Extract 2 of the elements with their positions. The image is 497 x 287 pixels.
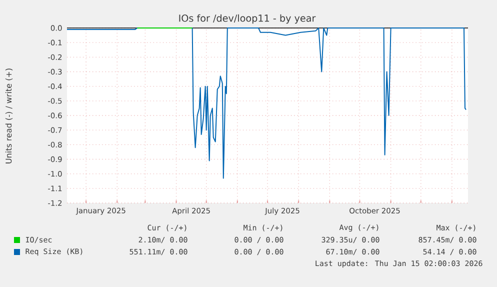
- chart-title: IOs for /dev/loop11 - by year: [179, 14, 316, 24]
- y-axis-title: Units read (-) / write (+): [5, 68, 13, 164]
